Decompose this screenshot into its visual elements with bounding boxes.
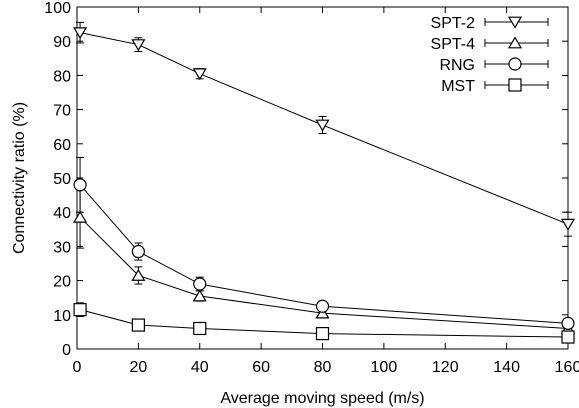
x-tick-label: 60 bbox=[252, 359, 270, 376]
data-point-rng bbox=[73, 178, 87, 192]
y-tick-label: 10 bbox=[53, 308, 71, 325]
data-point-rng bbox=[561, 316, 575, 330]
legend-item-spt-4: SPT-4 bbox=[431, 36, 549, 53]
legend-marker-spt-4 bbox=[507, 36, 523, 49]
y-tick-label: 40 bbox=[53, 205, 71, 222]
data-point-spt-2 bbox=[131, 39, 146, 52]
x-tick-label: 0 bbox=[73, 359, 82, 376]
plot-frame bbox=[76, 6, 569, 350]
y-tick-label: 0 bbox=[62, 342, 71, 359]
y-tick-label: 70 bbox=[53, 103, 71, 120]
legend-item-spt-2: SPT-2 bbox=[431, 15, 549, 32]
data-point-spt-4 bbox=[192, 289, 207, 302]
data-point-mst bbox=[193, 321, 207, 336]
plot-axes: 0 20 40 60 80 100 120 140 160 0 10 20 30 40 50 60 70 80 90… bbox=[44, 0, 579, 376]
x-axis-label: Average moving speed (m/s) bbox=[220, 390, 424, 407]
data-point-rng bbox=[315, 299, 330, 313]
data-point-spt-4 bbox=[73, 210, 88, 223]
x-tick-label: 20 bbox=[129, 359, 147, 376]
y-tick-label: 20 bbox=[53, 274, 71, 291]
series-rng bbox=[73, 156, 575, 330]
x-tick-label: 80 bbox=[314, 359, 332, 376]
y-tick-label: 80 bbox=[53, 68, 71, 85]
data-point-mst bbox=[315, 327, 330, 341]
legend-marker-rng bbox=[508, 57, 522, 71]
x-tick-label: 40 bbox=[191, 359, 209, 376]
series-spt-4 bbox=[73, 186, 576, 334]
series-mst bbox=[73, 302, 575, 344]
data-point-mst bbox=[131, 318, 145, 332]
legend: SPT-2 SPT-4 RNG MST bbox=[431, 15, 549, 95]
x-tick-label: 100 bbox=[371, 359, 398, 376]
y-tick-label: 90 bbox=[53, 34, 71, 51]
y-axis-label: Connectivity ratio (%) bbox=[11, 102, 28, 254]
y-tick-label: 30 bbox=[53, 239, 71, 256]
legend-marker-mst bbox=[508, 78, 522, 92]
x-tick-label: 160 bbox=[555, 359, 579, 376]
y-tick-label: 100 bbox=[44, 0, 71, 17]
data-point-mst bbox=[561, 330, 575, 344]
data-point-rng bbox=[131, 244, 145, 259]
data-point-spt-4 bbox=[131, 268, 146, 281]
legend-label-spt-2: SPT-2 bbox=[431, 15, 476, 32]
legend-item-mst: MST bbox=[441, 78, 549, 95]
data-point-spt-2 bbox=[560, 218, 576, 231]
series-layer bbox=[73, 21, 576, 344]
legend-label-mst: MST bbox=[441, 78, 475, 95]
data-point-mst bbox=[73, 303, 87, 317]
legend-marker-spt-2 bbox=[507, 16, 523, 29]
legend-item-rng: RNG bbox=[439, 57, 549, 74]
x-tick-label: 120 bbox=[432, 359, 459, 376]
data-point-rng bbox=[193, 277, 207, 291]
legend-label-rng: RNG bbox=[439, 57, 475, 74]
series-spt-2 bbox=[73, 21, 576, 237]
legend-label-spt-4: SPT-4 bbox=[431, 36, 476, 53]
y-tick-label: 60 bbox=[53, 137, 71, 154]
data-point-spt-2 bbox=[315, 119, 330, 132]
y-tick-label: 50 bbox=[53, 171, 71, 188]
data-point-spt-2 bbox=[192, 68, 207, 81]
data-point-spt-2 bbox=[73, 27, 88, 40]
x-tick-label: 140 bbox=[493, 359, 520, 376]
